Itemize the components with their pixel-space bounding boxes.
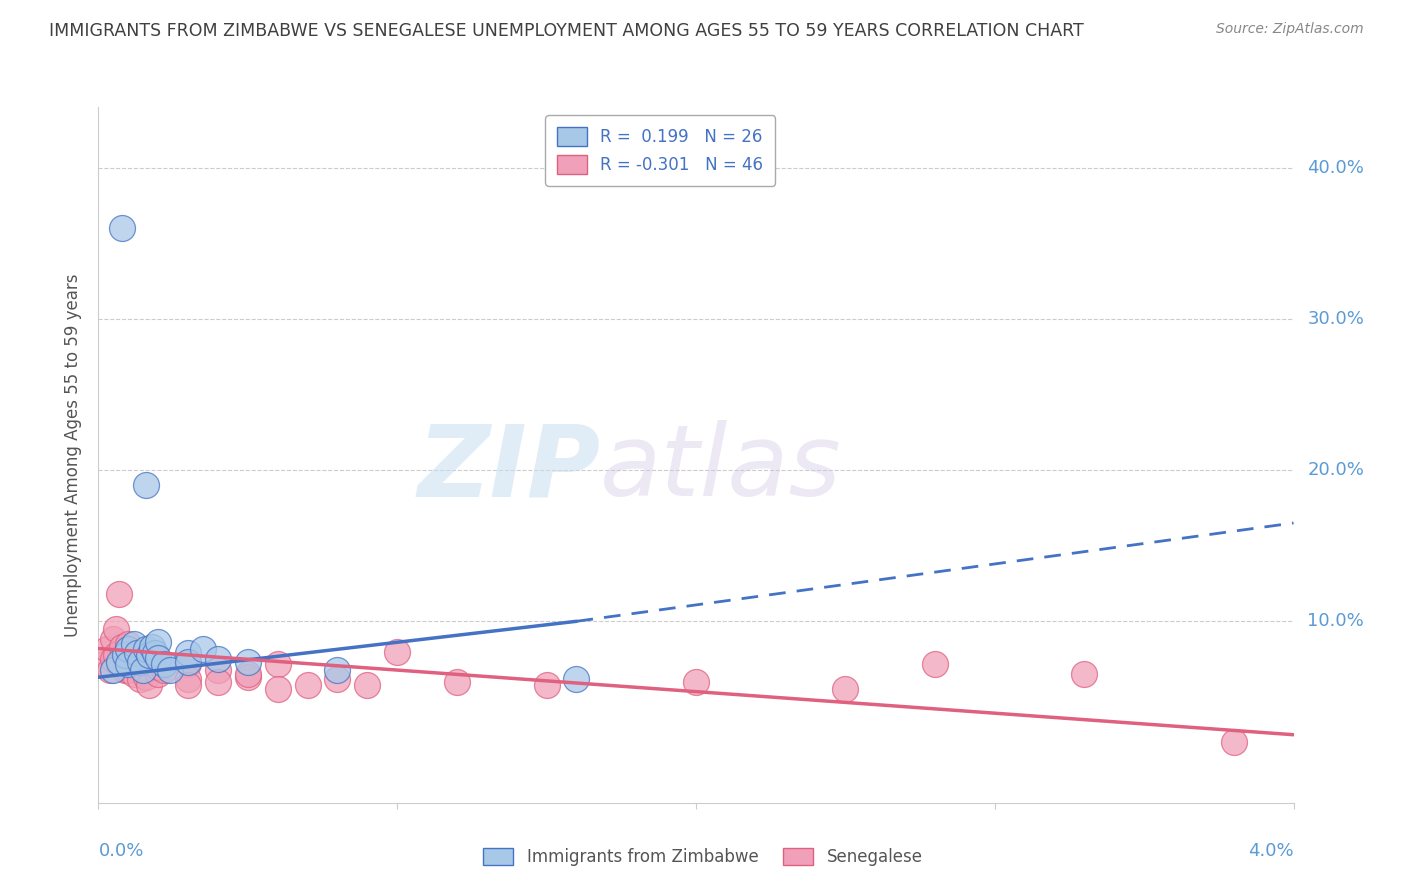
Point bbox=[138, 648, 160, 662]
Point bbox=[565, 672, 588, 686]
Text: 20.0%: 20.0% bbox=[1308, 461, 1364, 479]
Point bbox=[108, 655, 131, 669]
Point bbox=[117, 663, 139, 677]
Point bbox=[117, 637, 139, 651]
Text: 0.0%: 0.0% bbox=[98, 842, 143, 860]
Point bbox=[98, 663, 122, 677]
Point bbox=[105, 648, 128, 662]
Point bbox=[135, 670, 157, 684]
Point bbox=[111, 640, 134, 654]
Text: 30.0%: 30.0% bbox=[1308, 310, 1364, 327]
Point bbox=[446, 674, 468, 689]
Point bbox=[326, 672, 349, 686]
Point bbox=[385, 644, 409, 658]
Point bbox=[111, 221, 134, 235]
Legend: R =  0.199   N = 26, R = -0.301   N = 46: R = 0.199 N = 26, R = -0.301 N = 46 bbox=[546, 115, 775, 186]
Point bbox=[326, 663, 349, 677]
Text: Source: ZipAtlas.com: Source: ZipAtlas.com bbox=[1216, 22, 1364, 37]
Point bbox=[132, 661, 155, 675]
Point bbox=[267, 682, 290, 697]
Point bbox=[685, 674, 707, 689]
Point bbox=[124, 657, 146, 671]
Text: 4.0%: 4.0% bbox=[1249, 842, 1294, 860]
Point bbox=[129, 672, 152, 686]
Point bbox=[132, 663, 155, 677]
Point bbox=[236, 667, 259, 681]
Point bbox=[135, 478, 157, 492]
Point bbox=[135, 641, 157, 656]
Point bbox=[834, 682, 856, 697]
Point bbox=[148, 635, 170, 649]
Point bbox=[129, 655, 152, 669]
Point bbox=[267, 657, 290, 671]
Point bbox=[117, 655, 139, 669]
Point bbox=[148, 659, 170, 673]
Point bbox=[356, 678, 378, 692]
Point bbox=[207, 674, 229, 689]
Point bbox=[93, 657, 115, 671]
Text: IMMIGRANTS FROM ZIMBABWE VS SENEGALESE UNEMPLOYMENT AMONG AGES 55 TO 59 YEARS CO: IMMIGRANTS FROM ZIMBABWE VS SENEGALESE U… bbox=[49, 22, 1084, 40]
Point bbox=[127, 646, 149, 660]
Point bbox=[117, 657, 139, 671]
Point bbox=[148, 650, 170, 665]
Point bbox=[536, 678, 558, 692]
Point bbox=[191, 641, 214, 656]
Legend: Immigrants from Zimbabwe, Senegalese: Immigrants from Zimbabwe, Senegalese bbox=[475, 840, 931, 875]
Point bbox=[153, 657, 176, 671]
Point bbox=[138, 678, 160, 692]
Text: ZIP: ZIP bbox=[418, 420, 600, 517]
Point bbox=[114, 663, 136, 677]
Point bbox=[141, 640, 163, 654]
Point bbox=[177, 678, 200, 692]
Point bbox=[105, 622, 128, 636]
Point bbox=[141, 655, 163, 669]
Point bbox=[177, 672, 200, 686]
Point bbox=[103, 663, 125, 677]
Point bbox=[236, 655, 259, 669]
Point bbox=[103, 652, 125, 666]
Point bbox=[143, 646, 166, 660]
Y-axis label: Unemployment Among Ages 55 to 59 years: Unemployment Among Ages 55 to 59 years bbox=[65, 273, 83, 637]
Point bbox=[177, 657, 200, 671]
Point bbox=[924, 657, 946, 671]
Text: 10.0%: 10.0% bbox=[1308, 612, 1364, 631]
Point bbox=[1073, 667, 1095, 681]
Point bbox=[177, 646, 200, 660]
Point bbox=[236, 670, 259, 684]
Point bbox=[177, 655, 200, 669]
Point bbox=[1222, 735, 1246, 749]
Point bbox=[297, 678, 319, 692]
Point bbox=[117, 646, 139, 660]
Text: 40.0%: 40.0% bbox=[1308, 159, 1364, 177]
Point bbox=[148, 667, 170, 681]
Point bbox=[124, 667, 146, 681]
Point bbox=[108, 657, 131, 671]
Point bbox=[114, 648, 136, 662]
Point bbox=[103, 632, 125, 647]
Point bbox=[124, 637, 146, 651]
Point bbox=[207, 663, 229, 677]
Point bbox=[127, 646, 149, 660]
Point bbox=[108, 587, 131, 601]
Point bbox=[159, 663, 181, 677]
Text: atlas: atlas bbox=[600, 420, 842, 517]
Point bbox=[117, 641, 139, 656]
Point bbox=[207, 652, 229, 666]
Point bbox=[96, 641, 118, 656]
Point bbox=[153, 663, 176, 677]
